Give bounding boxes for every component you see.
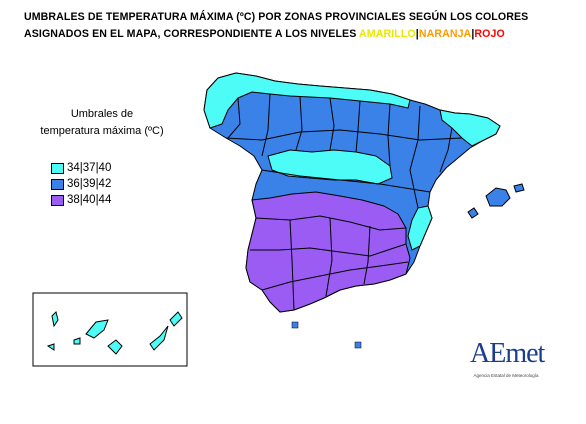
legend-title-line-1: Umbrales de [70, 108, 134, 120]
legend-title: Umbrales de temperatura máxima (ºC) [22, 106, 182, 140]
title-line-2: ASIGNADOS EN EL MAPA, CORRESPONDIENTE A … [24, 26, 580, 43]
ibiza [467, 207, 479, 219]
legend-swatch-cyan [51, 162, 64, 174]
legend-swatch-blue [51, 178, 64, 190]
zone-cyan-northeast [439, 109, 501, 147]
level-separator: | [415, 28, 419, 40]
legend-item-2: 36|39|42 [51, 176, 182, 192]
legend-items: 34|37|40 36|39|42 38|40|44 [51, 160, 182, 208]
aemet-logo-subtitle: Agencia Estatal de Meteorología [473, 373, 539, 378]
title-line-1: UMBRALES DE TEMPERATURA MÁXIMA (ºC) POR … [24, 11, 529, 23]
island-fuerteventura [149, 325, 169, 351]
ceuta [291, 321, 299, 329]
island-la-palma [51, 311, 59, 328]
map-title: UMBRALES DE TEMPERATURA MÁXIMA (ºC) POR … [24, 9, 580, 43]
level-rojo: ROJO [474, 28, 505, 40]
aemet-logo-text: AEmet [470, 338, 545, 369]
zone-cyan-east [407, 205, 433, 251]
legend-label-2: 36|39|42 [67, 178, 112, 190]
level-amarillo: AMARILLO [359, 28, 416, 40]
mallorca [485, 187, 511, 207]
menorca [513, 183, 525, 193]
legend-label-1: 34|37|40 [67, 162, 112, 174]
legend-item-3: 38|40|44 [51, 192, 182, 208]
balearic-islands [467, 183, 525, 219]
legend-title-line-2: temperatura máxima (ºC) [40, 125, 164, 137]
legend: Umbrales de temperatura máxima (ºC) 34|3… [22, 106, 182, 208]
melilla [354, 341, 362, 349]
island-lanzarote [169, 311, 183, 327]
aemet-logo: AEmet Agencia Estatal de Meteorología [450, 338, 550, 388]
island-gran-canaria [107, 339, 123, 355]
zone-purple-south [245, 191, 411, 313]
level-separator: | [471, 28, 475, 40]
legend-swatch-purple [51, 194, 64, 206]
canary-inset-frame [32, 292, 188, 367]
legend-label-3: 38|40|44 [67, 194, 112, 206]
level-naranja: NARANJA [418, 28, 472, 40]
title-line-2-text: ASIGNADOS EN EL MAPA, CORRESPONDIENTE A … [24, 28, 360, 40]
peninsula-map [203, 72, 501, 313]
canary-islands-inset [32, 292, 188, 367]
province-borders [225, 93, 463, 311]
island-tenerife [85, 319, 109, 339]
island-la-gomera [73, 337, 81, 345]
zone-cyan-north [203, 72, 411, 129]
island-el-hierro [46, 343, 55, 351]
legend-item-1: 34|37|40 [51, 160, 182, 176]
